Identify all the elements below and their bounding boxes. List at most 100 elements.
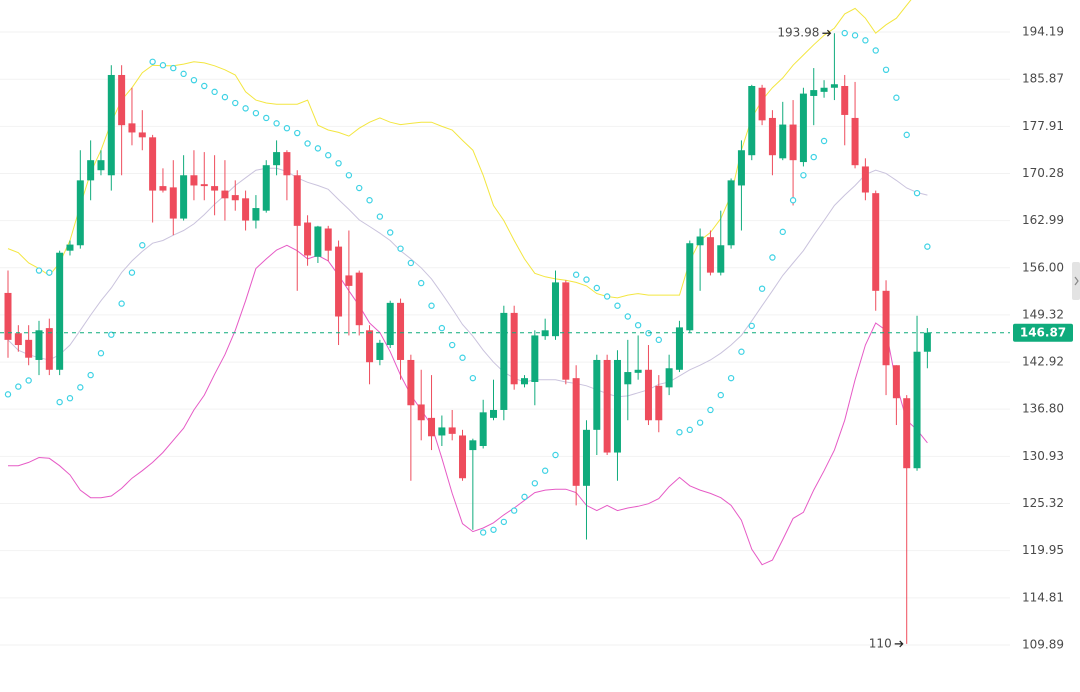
sar-dot <box>118 300 125 307</box>
sar-dot <box>500 518 508 526</box>
sar-dot <box>325 152 332 159</box>
sar-dot <box>510 507 518 514</box>
sar-dot <box>149 58 156 65</box>
sar-dot <box>180 70 187 78</box>
sar-dot <box>913 189 921 197</box>
candle-body <box>262 165 270 211</box>
sar-dot <box>139 242 146 249</box>
min-annotation-arrow <box>894 640 904 648</box>
sar-dot <box>356 184 363 192</box>
sar-dot <box>552 451 559 459</box>
candle-body <box>799 93 807 163</box>
candle-body <box>923 332 931 352</box>
sar-dot <box>490 526 497 533</box>
candle-body <box>324 228 332 251</box>
candle-body <box>242 198 250 221</box>
y-tick-label: 109.89 <box>1022 637 1064 651</box>
candle-body <box>727 180 735 246</box>
last-price-label: 146.87 <box>1020 326 1066 340</box>
y-tick-label: 170.28 <box>1022 166 1064 180</box>
y-tick-label: 125.32 <box>1022 496 1064 510</box>
candle-body <box>510 312 518 385</box>
sar-dot <box>655 336 662 344</box>
candle-body <box>293 175 301 226</box>
candle-body <box>211 186 219 191</box>
sar-dot <box>314 145 322 152</box>
candle-body <box>644 369 652 421</box>
candle-body <box>231 195 239 201</box>
sar-dot <box>603 293 611 300</box>
sar-dot <box>707 406 714 414</box>
sar-dot <box>924 243 931 250</box>
candle-body <box>149 137 157 191</box>
sar-dot <box>366 197 373 204</box>
y-tick-label: 185.87 <box>1022 72 1064 86</box>
sar-dot <box>294 129 301 137</box>
side-tab[interactable] <box>1072 262 1080 300</box>
sar-dot <box>35 267 43 274</box>
candle-body <box>882 290 890 366</box>
sar-dot <box>25 377 32 384</box>
sar-dot <box>645 330 652 337</box>
candle-body <box>479 412 487 447</box>
candle-body <box>748 85 756 156</box>
sar-dot <box>15 383 22 390</box>
sar-dot <box>459 354 466 361</box>
candle-body <box>107 74 115 176</box>
sar-dot <box>717 391 724 399</box>
candle-body <box>35 330 43 360</box>
sar-dot <box>159 62 167 69</box>
sar-dot <box>748 322 755 330</box>
candle-body <box>830 84 838 88</box>
candle-body <box>283 152 291 176</box>
candle-body <box>25 339 33 358</box>
max-annotation: 193.98 <box>777 26 819 40</box>
side-tab-arrow <box>1074 276 1079 286</box>
sar-dot <box>882 66 890 73</box>
sar-dot <box>387 229 394 236</box>
candle-body <box>56 252 64 370</box>
y-tick-label: 114.81 <box>1022 590 1064 604</box>
candle-body <box>737 150 745 186</box>
sar-dot <box>479 529 487 536</box>
sar-dot <box>810 153 817 161</box>
sar-dot <box>624 313 632 320</box>
candle-body <box>841 85 849 115</box>
candle-body <box>169 187 177 219</box>
candle-body <box>138 132 146 138</box>
sar-dot <box>800 172 807 179</box>
sar-dot <box>614 302 621 309</box>
candle-body <box>469 440 477 451</box>
y-tick-label: 136.80 <box>1022 402 1064 416</box>
sar-dot <box>738 348 745 355</box>
sar-dot <box>242 105 249 112</box>
candle-body <box>892 365 900 399</box>
y-tick-label: 119.95 <box>1022 543 1064 557</box>
last-price-tag <box>1013 323 1073 342</box>
max-annotation-arrow <box>822 29 832 37</box>
sar-dot <box>211 88 218 96</box>
sar-dot <box>221 93 229 101</box>
candle-body <box>665 368 673 388</box>
candle-body <box>572 378 580 486</box>
candle-body <box>551 282 559 337</box>
sar-dot <box>696 419 704 426</box>
candle-body <box>190 175 198 186</box>
candle-body <box>200 184 208 187</box>
candle-body <box>655 385 663 421</box>
sar-dot <box>583 276 590 283</box>
candle-body <box>438 427 446 436</box>
candle-body <box>562 282 570 380</box>
candle-body <box>779 124 787 159</box>
candle-body <box>541 330 549 337</box>
candle-body <box>851 117 859 166</box>
candle-body <box>613 359 621 453</box>
sar-dot <box>521 493 528 501</box>
sar-dot <box>4 391 12 398</box>
candle-body <box>789 124 797 161</box>
candle-body <box>820 87 828 92</box>
sar-dot <box>851 32 859 39</box>
sar-dot <box>769 254 776 261</box>
candle-body <box>314 226 322 257</box>
candle-body <box>76 180 84 246</box>
